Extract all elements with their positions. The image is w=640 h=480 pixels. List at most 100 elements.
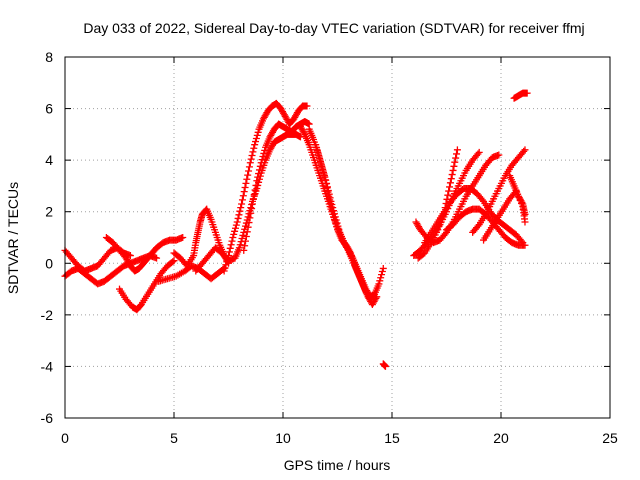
data-point-marker <box>253 177 261 185</box>
data-point-marker <box>329 210 337 218</box>
data-point-marker <box>254 128 262 136</box>
data-point-marker <box>236 207 244 215</box>
data-point-marker <box>247 155 255 163</box>
data-point-marker <box>259 153 267 161</box>
data-point-marker <box>521 241 529 249</box>
y-axis-label: SDTVAR / TECUs <box>5 182 21 294</box>
data-point-marker <box>126 252 134 260</box>
data-point-marker <box>240 246 248 254</box>
x-tick-label: 10 <box>275 430 291 446</box>
data-point-marker <box>327 199 335 207</box>
data-point-marker <box>235 211 243 219</box>
data-point-marker <box>474 150 482 158</box>
data-point-marker <box>251 186 259 194</box>
data-point-marker <box>223 258 231 266</box>
data-point-marker <box>226 244 234 252</box>
data-point-marker <box>451 158 459 166</box>
series-track-v <box>510 89 531 102</box>
data-point-marker <box>248 205 256 213</box>
data-point-marker <box>320 169 328 177</box>
series-track-l <box>312 141 381 309</box>
data-point-marker <box>253 131 261 139</box>
data-point-marker <box>231 224 239 232</box>
y-tick-label: 4 <box>45 152 53 168</box>
data-point-marker <box>523 89 531 97</box>
data-point-marker <box>169 258 177 266</box>
grid-lines <box>65 57 610 418</box>
data-point-marker <box>227 241 235 249</box>
data-point-marker <box>332 220 340 228</box>
series-track-d <box>116 257 178 314</box>
data-points <box>61 89 531 370</box>
data-point-marker <box>261 146 269 154</box>
data-point-marker <box>303 102 311 110</box>
data-point-marker <box>313 147 321 155</box>
data-point-marker <box>518 198 526 206</box>
plot-frame <box>64 56 611 419</box>
data-point-marker <box>239 192 247 200</box>
data-point-marker <box>381 362 389 370</box>
data-point-marker <box>447 175 455 183</box>
data-point-marker <box>328 207 336 215</box>
data-point-marker <box>252 138 260 146</box>
data-point-marker <box>238 200 246 208</box>
x-tick-label: 15 <box>384 430 400 446</box>
data-point-marker <box>242 179 250 187</box>
data-point-marker <box>378 268 386 276</box>
data-point-marker <box>321 176 329 184</box>
data-point-marker <box>237 204 245 212</box>
data-point-marker <box>231 227 239 235</box>
data-point-marker <box>520 147 528 155</box>
x-tick-label: 25 <box>602 430 618 446</box>
data-point-marker <box>320 172 328 180</box>
series-track-p <box>414 146 461 262</box>
y-tick-label: 0 <box>45 255 53 271</box>
data-point-marker <box>249 195 257 203</box>
series-track-c <box>102 234 187 275</box>
data-point-marker <box>325 192 333 200</box>
series-track-i <box>240 117 313 254</box>
data-point-marker <box>452 154 460 162</box>
data-point-marker <box>312 141 320 149</box>
data-point-marker <box>324 188 332 196</box>
y-tick-label: -6 <box>41 410 54 426</box>
data-point-marker <box>330 213 338 221</box>
data-point-marker <box>331 216 339 224</box>
data-point-marker <box>246 159 254 167</box>
data-point-marker <box>475 148 483 156</box>
data-point-marker <box>233 218 241 226</box>
data-point-marker <box>257 159 265 167</box>
data-point-marker <box>448 171 456 179</box>
data-point-marker <box>222 261 230 269</box>
data-point-marker <box>376 277 384 285</box>
data-point-marker <box>247 209 255 217</box>
data-point-marker <box>224 255 232 263</box>
data-point-marker <box>446 179 454 187</box>
data-point-marker <box>242 232 250 240</box>
data-point-marker <box>244 223 252 231</box>
data-point-marker <box>232 221 240 229</box>
data-point-marker <box>243 175 251 183</box>
data-point-marker <box>256 162 264 170</box>
data-point-marker <box>379 264 387 272</box>
data-point-marker <box>248 152 256 160</box>
data-point-marker <box>495 151 503 159</box>
y-tick-label: -4 <box>41 358 54 374</box>
data-point-marker <box>225 248 233 256</box>
data-point-marker <box>444 191 452 199</box>
data-point-marker <box>478 196 486 204</box>
data-point-marker <box>240 188 248 196</box>
data-point-marker <box>322 180 330 188</box>
data-point-marker <box>317 159 325 167</box>
data-point-marker <box>449 166 457 174</box>
data-point-marker <box>453 150 461 158</box>
data-point-marker <box>245 167 253 175</box>
data-point-marker <box>260 149 268 157</box>
data-point-marker <box>474 222 482 230</box>
data-point-marker <box>252 134 260 142</box>
y-tick-labels: -6 -4 -2 0 2 4 6 8 <box>41 49 54 426</box>
data-point-marker <box>246 214 254 222</box>
series-track-h <box>220 99 311 275</box>
data-point-marker <box>373 293 381 301</box>
